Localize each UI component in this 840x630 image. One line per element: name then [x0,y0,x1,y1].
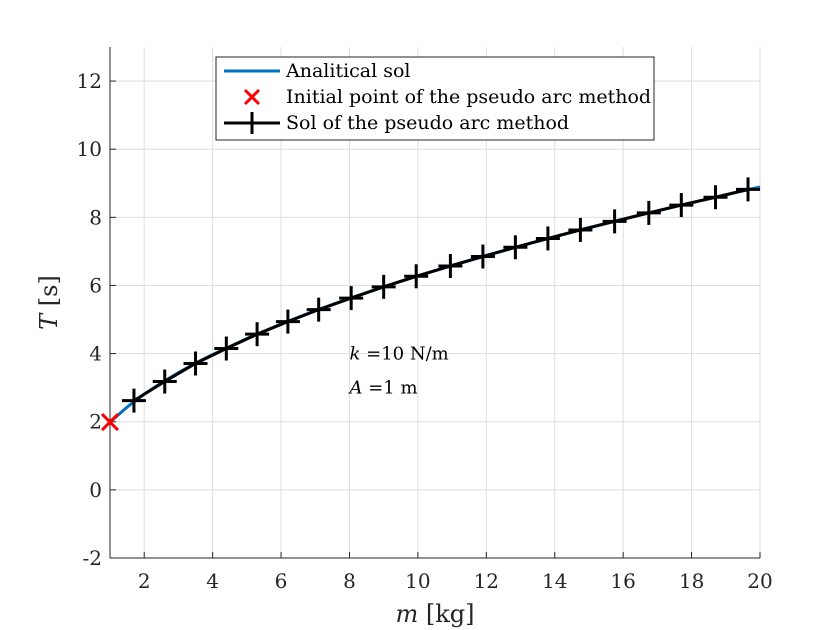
plus-marker [503,235,528,260]
x-tick-label: 14 [542,569,567,593]
x-tick-label: 4 [206,569,219,593]
x-tick-label: 20 [747,569,772,593]
annotation-text: A =1 m [347,378,417,399]
axes [109,47,761,559]
annotations: k =10 N/m A =1 m [347,344,448,399]
legend-box [215,56,655,141]
plus-marker [404,264,429,289]
plus-marker [636,200,661,225]
y-tick-label: 12 [77,69,102,93]
x-tick-label: 8 [343,569,356,593]
plus-marker [245,322,270,347]
y-tick-label: 4 [89,342,102,366]
annotation-text: k =10 N/m [349,344,448,365]
x-tick-label: 6 [275,569,288,593]
x-marker [100,413,120,432]
y-tick-label: 0 [89,478,102,502]
plus-marker [535,226,560,251]
x-tick-label: 16 [610,569,635,593]
plus-marker [152,369,177,394]
series-layer [100,177,761,432]
y-axis-label: T [s] [35,275,63,330]
plus-marker [703,185,728,210]
x-tick-label: 2 [138,569,151,593]
plus-marker [371,274,396,299]
y-tick-label: -2 [83,546,102,570]
y-tick-label: 6 [89,273,102,297]
plus-marker [470,244,495,269]
plus-marker [183,351,208,376]
legend-label: Initial point of the pseudo arc method [286,86,651,108]
y-tick-label: 2 [89,410,102,434]
legend-label: Sol of the pseudo arc method [286,112,569,134]
x-tick-label: 12 [474,569,499,593]
marker-stroke [243,88,261,106]
plus-marker [438,254,463,279]
legend-sample-1 [243,88,261,106]
plus-marker [736,177,761,202]
plus-marker [568,217,593,242]
plus-marker [602,209,627,234]
x-tick-label: 10 [405,569,430,593]
legend: Analitical sol Initial point of the pseud… [215,56,655,141]
series-line [133,187,749,402]
legend-label: Analitical sol [285,60,411,82]
plus-marker [275,309,300,334]
tick-labels: 2 4 6 8 10 12 14 16 18 20 -2 0 2 4 6 8 10 12 [77,69,773,593]
plus-marker [339,286,364,311]
x-axis-label: m [kg] [395,600,474,628]
series-line [109,185,761,424]
x-tick-label: 18 [679,569,704,593]
y-tick-label: 10 [77,137,102,161]
plus-marker [306,297,331,322]
plus-marker [214,336,239,361]
plus-marker [669,193,694,218]
marker-stroke [100,413,120,432]
y-tick-label: 8 [89,205,102,229]
plus-marker [121,388,146,413]
